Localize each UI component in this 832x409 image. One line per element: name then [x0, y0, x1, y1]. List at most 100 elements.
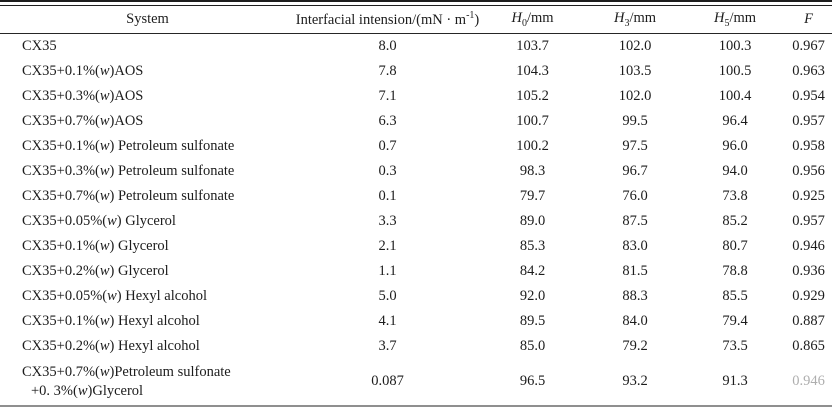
h3-value: 102.0	[618, 37, 652, 54]
table-row: CX35+0.1%(w) Glycerol 2.1 85.3 83.0 80.7…	[0, 234, 832, 259]
table-row: CX35+0.3%(w) Petroleum sulfonate 0.3 98.…	[0, 159, 832, 184]
system-name: CX35+0.3%(w)AOS	[22, 87, 144, 104]
table-row: CX35+0.2%(w) Glycerol 1.1 84.2 81.5 78.8…	[0, 259, 832, 284]
h5-value: 91.3	[722, 373, 748, 389]
system-name: CX35+0.7%(w) Petroleum sulfonate	[22, 187, 235, 204]
table-row: CX35+0.05%(w) Hexyl alcohol 5.0 92.0 88.…	[0, 284, 832, 309]
h3-value: 83.0	[622, 237, 648, 254]
system-cell: CX35+0.7%(w)Petroleum sulfonate +0. 3%(w)…	[0, 359, 295, 406]
f-value: 0.956	[792, 162, 825, 179]
table-row: CX35+0.2%(w) Hexyl alcohol 3.7 85.0 79.2…	[0, 334, 832, 359]
interfacial-tension-value: 3.3	[378, 212, 397, 229]
h0-value: 92.0	[519, 287, 546, 304]
system-cell: CX35+0.7%(w)AOS	[0, 109, 295, 134]
h5-value: 80.7	[722, 237, 748, 254]
system-cell: CX35+0.1%(w) Petroleum sulfonate	[0, 134, 295, 159]
f-value: 0.946	[792, 373, 825, 389]
col-header-h3: H3/mm	[585, 5, 685, 34]
table-header-row: System Interfacial intension/(mN · m-1) …	[0, 5, 832, 34]
system-name: CX35+0.1%(w) Glycerol	[22, 237, 169, 254]
f-value: 0.946	[792, 237, 825, 254]
table-row: CX35 8.0 103.7 102.0 100.3 0.967	[0, 34, 832, 59]
h0-value: 89.5	[519, 312, 546, 329]
system-cell: CX35+0.1%(w)AOS	[0, 59, 295, 84]
f-value: 0.967	[792, 37, 825, 54]
interfacial-tension-value: 7.1	[378, 87, 397, 104]
interfacial-tension-value: 0.1	[378, 187, 397, 204]
system-cell: CX35	[0, 34, 295, 59]
system-name: CX35+0.2%(w) Glycerol	[22, 262, 169, 279]
interfacial-tension-value: 3.7	[378, 337, 397, 354]
system-cell: CX35+0.05%(w) Hexyl alcohol	[0, 284, 295, 309]
table-row: CX35+0.1%(w)AOS 7.8 104.3 103.5 100.5 0.…	[0, 59, 832, 84]
system-cell: CX35+0.05%(w) Glycerol	[0, 209, 295, 234]
table-row: CX35+0.3%(w)AOS 7.1 105.2 102.0 100.4 0.…	[0, 84, 832, 109]
interfacial-tension-value: 5.0	[378, 287, 397, 304]
system-cell: CX35+0.2%(w) Hexyl alcohol	[0, 334, 295, 359]
table-row: CX35+0.7%(w)AOS 6.3 100.7 99.5 96.4 0.95…	[0, 109, 832, 134]
col-header-f: F	[785, 5, 832, 34]
h0-value: 104.3	[516, 62, 549, 79]
h0-value: 105.2	[516, 87, 549, 104]
interfacial-tension-value: 0.087	[371, 373, 404, 389]
col-header-h5: H5/mm	[685, 5, 785, 34]
foam-properties-table: System Interfacial intension/(mN · m-1) …	[0, 5, 832, 407]
h5-value: 79.4	[722, 312, 748, 329]
f-value: 0.865	[792, 337, 825, 354]
h5-value: 85.2	[722, 212, 748, 229]
table-row: CX35+0.1%(w) Hexyl alcohol 4.1 89.5 84.0…	[0, 309, 832, 334]
h3-value: 84.0	[622, 312, 648, 329]
h5-value: 96.4	[722, 112, 748, 129]
interfacial-tension-value: 6.3	[378, 112, 397, 129]
system-cell: CX35+0.7%(w) Petroleum sulfonate	[0, 184, 295, 209]
h5-value: 96.0	[722, 137, 748, 154]
interfacial-tension-value: 7.8	[378, 62, 397, 79]
system-name: CX35+0.1%(w)AOS	[22, 62, 144, 79]
h5-value: 73.5	[722, 337, 748, 354]
system-cell: CX35+0.3%(w)AOS	[0, 84, 295, 109]
h5-value: 100.3	[718, 37, 752, 54]
h5-value: 100.4	[718, 87, 752, 104]
system-name: CX35	[22, 37, 57, 54]
system-name: CX35+0.1%(w) Hexyl alcohol	[22, 312, 200, 329]
f-value: 0.887	[792, 312, 825, 329]
f-value: 0.963	[792, 62, 825, 79]
system-name: CX35+0.05%(w) Glycerol	[22, 212, 176, 229]
h3-value: 103.5	[618, 62, 652, 79]
h3-value: 102.0	[618, 87, 652, 104]
h0-value: 96.5	[519, 373, 546, 389]
h3-value: 96.7	[622, 162, 648, 179]
table-body: CX35 8.0 103.7 102.0 100.3 0.967 CX35+0.…	[0, 34, 832, 406]
h5-value: 78.8	[722, 262, 748, 279]
interfacial-tension-value: 0.3	[378, 162, 397, 179]
h5-value: 85.5	[722, 287, 748, 304]
h0-value: 89.0	[519, 212, 546, 229]
system-name: CX35+0.7%(w)AOS	[22, 112, 144, 129]
h5-value: 94.0	[722, 162, 748, 179]
col-header-system: System	[0, 5, 295, 34]
f-value: 0.957	[792, 212, 825, 229]
h0-value: 84.2	[519, 262, 546, 279]
system-cell: CX35+0.1%(w) Hexyl alcohol	[0, 309, 295, 334]
interfacial-tension-value: 8.0	[378, 37, 397, 54]
interfacial-tension-value: 2.1	[378, 237, 397, 254]
system-name-line2: +0. 3%(w)Glycerol	[31, 382, 144, 399]
h0-value: 79.7	[519, 187, 546, 204]
h3-value: 76.0	[622, 187, 648, 204]
interfacial-tension-value: 0.7	[378, 137, 397, 154]
h3-value: 97.5	[622, 137, 648, 154]
f-value: 0.925	[792, 187, 825, 204]
f-value: 0.929	[792, 287, 825, 304]
h3-value: 79.2	[622, 337, 648, 354]
col-header-h0: H0/mm	[480, 5, 585, 34]
interfacial-tension-value: 1.1	[378, 262, 397, 279]
h0-value: 85.0	[519, 337, 546, 354]
f-value: 0.957	[792, 112, 825, 129]
h0-value: 98.3	[519, 162, 546, 179]
h3-value: 99.5	[622, 112, 648, 129]
h3-value: 93.2	[622, 373, 648, 389]
h3-value: 87.5	[622, 212, 648, 229]
system-cell: CX35+0.2%(w) Glycerol	[0, 259, 295, 284]
system-name: CX35+0.05%(w) Hexyl alcohol	[22, 287, 207, 304]
